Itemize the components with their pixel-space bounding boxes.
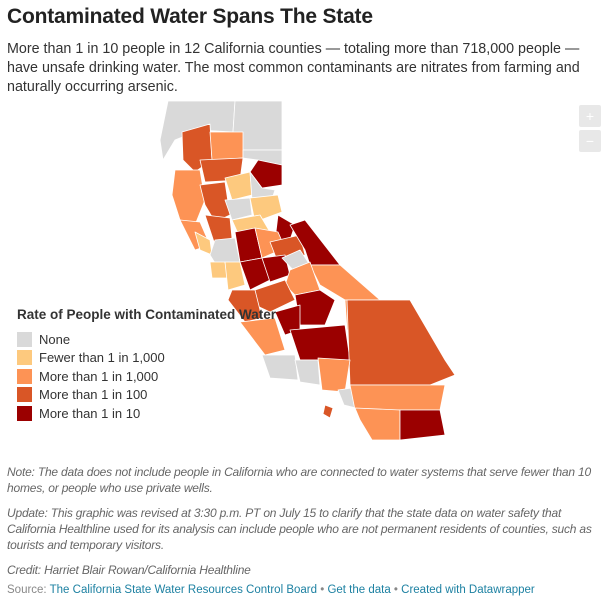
notes: Note: The data does not include people i… (7, 464, 603, 578)
county[interactable] (349, 384, 446, 411)
legend-label: None (39, 331, 71, 347)
separator: • (390, 584, 402, 596)
chart-description: More than 1 in 10 people in 12 Californi… (7, 41, 580, 95)
county[interactable] (249, 159, 283, 189)
county[interactable] (294, 359, 321, 386)
legend-label: More than 1 in 10 (39, 405, 141, 421)
update-text: Update: This graphic was revised at 3:30… (7, 506, 592, 552)
credit-text: Credit: Harriet Blair Rowan/California H… (7, 563, 251, 577)
legend-swatch (17, 387, 32, 403)
county[interactable] (209, 131, 244, 161)
county[interactable] (227, 289, 263, 323)
county[interactable] (317, 357, 351, 393)
county[interactable] (399, 409, 446, 441)
legend-item: More than 1 in 1,000 (17, 367, 276, 386)
county[interactable] (294, 289, 336, 326)
zoom-out-button[interactable]: − (579, 130, 601, 152)
map-legend: Rate of People with Contaminated Water N… (17, 306, 276, 423)
footer: Note: The data does not include people i… (7, 464, 603, 597)
source-line: Source: The California State Water Resou… (7, 583, 603, 597)
county[interactable] (354, 407, 401, 441)
legend-swatch (17, 331, 32, 347)
county[interactable] (289, 324, 351, 361)
legend-item: More than 1 in 100 (17, 386, 276, 405)
get-data-link[interactable]: Get the data (327, 584, 391, 596)
datawrapper-link[interactable]: Created with Datawrapper (401, 584, 535, 596)
separator: • (317, 584, 328, 596)
legend-swatch (17, 368, 32, 384)
county[interactable] (224, 197, 253, 221)
california-county-map (159, 100, 456, 441)
chart-title: Contaminated Water Spans The State (7, 5, 373, 28)
county[interactable] (346, 299, 456, 386)
legend-swatch (17, 350, 32, 366)
legend-label: More than 1 in 1,000 (39, 368, 159, 384)
legend-item: More than 1 in 10 (17, 404, 276, 423)
county[interactable] (239, 317, 286, 356)
legend-label: Fewer than 1 in 1,000 (39, 350, 165, 366)
legend-title: Rate of People with Contaminated Water (17, 307, 277, 322)
county[interactable] (171, 169, 206, 226)
county[interactable] (261, 354, 299, 381)
source-prefix: Source: (7, 584, 50, 596)
legend-swatch (17, 405, 32, 421)
legend-label: More than 1 in 100 (39, 387, 148, 403)
county[interactable] (322, 404, 334, 419)
legend-item: Fewer than 1 in 1,000 (17, 349, 276, 368)
note-text: Note: The data does not include people i… (7, 465, 591, 495)
source-link[interactable]: The California State Water Resources Con… (49, 584, 318, 596)
legend-item: None (17, 330, 276, 349)
county[interactable] (224, 261, 246, 291)
zoom-in-button[interactable]: + (579, 105, 601, 127)
